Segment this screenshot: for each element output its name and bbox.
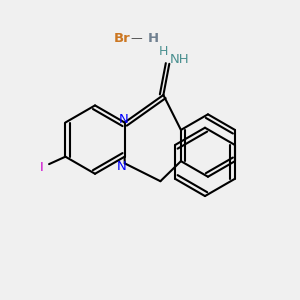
Text: —: —: [131, 32, 142, 45]
Text: N: N: [118, 113, 128, 126]
Text: NH: NH: [170, 53, 190, 66]
Text: I: I: [40, 160, 44, 174]
Text: H: H: [159, 45, 168, 58]
Text: Br: Br: [113, 32, 130, 45]
Text: N: N: [117, 160, 127, 173]
Text: H: H: [147, 32, 158, 45]
